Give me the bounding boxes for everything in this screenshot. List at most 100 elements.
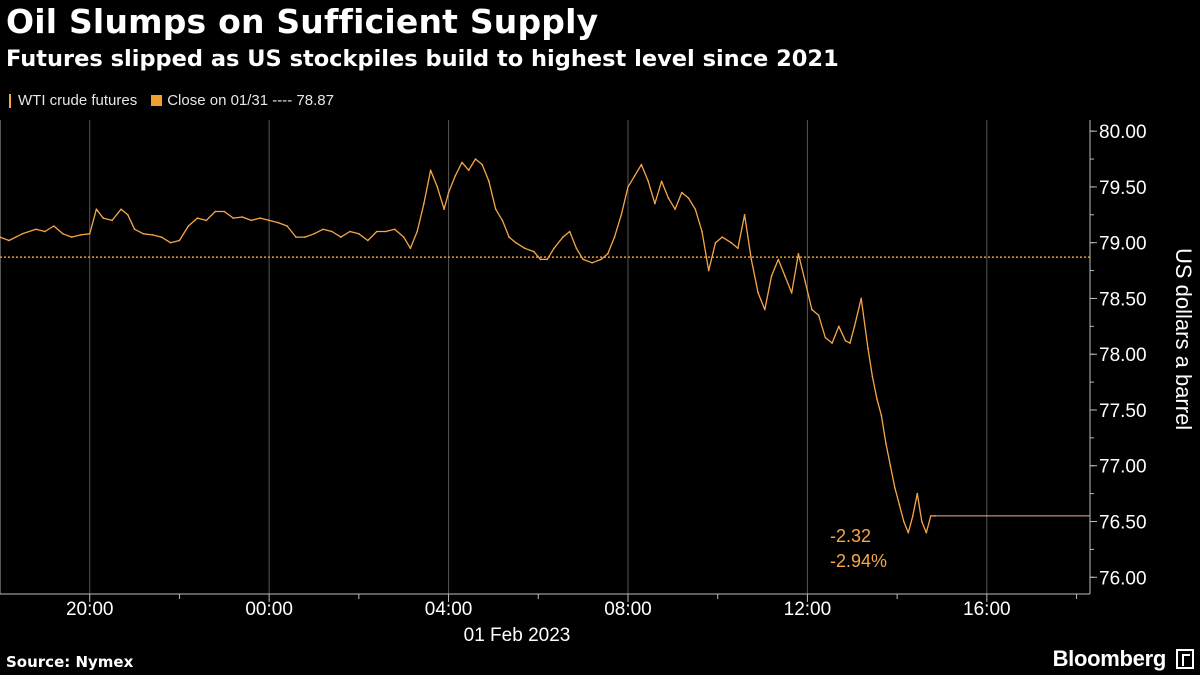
series-point [880, 414, 883, 417]
series-point [187, 225, 190, 227]
series-point [295, 236, 297, 238]
x-tick-label: 04:00 [425, 599, 473, 620]
series-point [111, 219, 113, 222]
series-point [654, 202, 656, 205]
series-point [8, 239, 10, 242]
series-point [169, 241, 172, 244]
legend-close-label: Close on 01/31 ---- 78.87 [167, 92, 334, 109]
series-point [607, 253, 609, 255]
series-point [533, 250, 535, 253]
series-point [102, 217, 104, 219]
series-point [853, 325, 856, 328]
series-point [71, 236, 73, 238]
series-point [916, 492, 919, 495]
series-point [867, 347, 869, 350]
series-point [694, 208, 697, 210]
series-point [277, 221, 279, 224]
series-point [784, 275, 786, 277]
series-point [562, 236, 564, 238]
series-point [804, 280, 806, 283]
series-point [223, 210, 226, 213]
brand-logo-text: Bloomberg [1052, 646, 1167, 671]
series-point [88, 233, 91, 235]
series-point [546, 258, 548, 261]
series-point [714, 241, 717, 244]
series-point [681, 191, 683, 194]
series-point [232, 217, 235, 219]
series-point [898, 504, 901, 506]
series-point [35, 228, 37, 231]
series-point [133, 228, 136, 231]
series-point [885, 442, 887, 445]
date-label: 01 Feb 2023 [464, 625, 571, 646]
line-swatch-icon [6, 93, 14, 108]
series-point [178, 239, 181, 242]
series-point [912, 515, 914, 517]
source-note: Source: Nymex [6, 653, 134, 671]
series-point [44, 230, 46, 233]
series-point [340, 236, 342, 238]
series-point [591, 262, 593, 264]
series-line [0, 158, 936, 534]
series-point [849, 342, 851, 344]
series-point [770, 275, 773, 277]
series-point [575, 247, 578, 250]
series-point [409, 247, 412, 250]
series-point [443, 208, 445, 210]
series-point [322, 228, 324, 231]
series-point [349, 230, 351, 233]
series-point [367, 239, 369, 242]
series-point [750, 258, 753, 261]
series-point [331, 230, 333, 233]
series-point [838, 325, 840, 328]
chart-title: Oil Slumps on Sufficient Supply [6, 2, 599, 41]
series-point [423, 202, 425, 205]
series-point [214, 210, 217, 213]
y-tick-label: 76.50 [1099, 513, 1147, 534]
series-point [508, 236, 510, 238]
series-point [647, 180, 649, 183]
series-point [894, 487, 896, 489]
series-point [633, 175, 636, 177]
y-tick-label: 76.00 [1099, 568, 1147, 589]
y-axis-label: US dollars a barrel [1171, 248, 1196, 430]
series-point [730, 241, 732, 244]
series-point [925, 531, 928, 534]
x-tick-label: 12:00 [784, 599, 832, 620]
chart-subtitle: Futures slipped as US stockpiles build t… [6, 46, 839, 72]
series-point [687, 197, 690, 199]
series-point [454, 175, 457, 177]
series-point [385, 230, 387, 233]
close-swatch-icon [151, 95, 163, 106]
axes-group: 20:00 00:00 04:00 08:00 12:00 16:00 76.00 76.50… [0, 120, 1147, 620]
legend: WTI crude futures Close on 01/31 ---- 78… [6, 92, 348, 109]
series-point [764, 308, 766, 311]
series-point [811, 308, 813, 311]
series-point [737, 247, 739, 250]
series-point [474, 158, 477, 160]
series-point [876, 398, 878, 400]
series-point [871, 375, 874, 378]
grid-lines [0, 120, 988, 594]
series-point [553, 247, 555, 250]
series-point [313, 233, 315, 235]
series-point [667, 197, 670, 199]
x-tick-label: 20:00 [66, 599, 114, 620]
series-point [481, 163, 484, 166]
series-point [568, 230, 571, 233]
series-point [376, 230, 378, 233]
series-point [613, 236, 616, 238]
series-point [889, 464, 892, 467]
series-point [494, 208, 497, 210]
y-tick-label: 78.00 [1099, 345, 1147, 366]
x-tick-label: 08:00 [604, 599, 652, 620]
series-point [600, 258, 602, 261]
legend-series-label: WTI crude futures [18, 92, 138, 109]
series-point [721, 236, 723, 238]
series-group [0, 158, 1090, 534]
y-tick-label: 80.00 [1099, 122, 1147, 143]
change-annotation: -2.32 [830, 526, 871, 546]
series-point [831, 342, 833, 344]
series-point [817, 314, 820, 317]
